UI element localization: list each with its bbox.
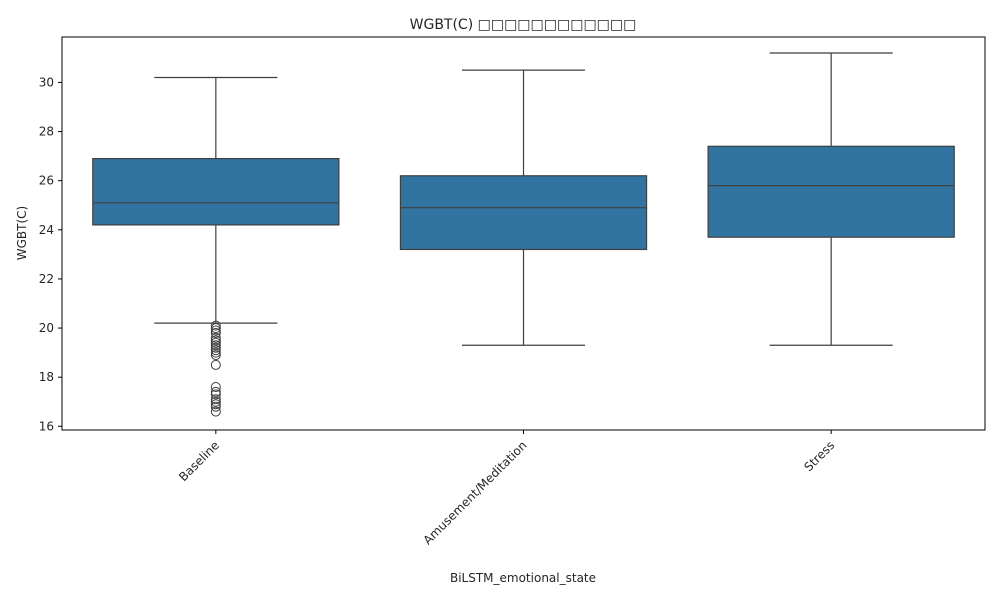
y-tick-label: 24 <box>39 223 54 237</box>
chart-title: WGBT(C) □□□□□□□□□□□□ <box>410 17 637 33</box>
outlier-point <box>210 327 221 338</box>
y-axis-label: WGBT(C) <box>15 206 29 260</box>
box-group-2 <box>707 52 955 346</box>
x-axis-label: BiLSTM_emotional_state <box>450 571 596 585</box>
y-tick-label: 22 <box>39 272 54 286</box>
outlier-point <box>210 320 221 331</box>
box-group-0 <box>92 76 340 417</box>
outlier-point <box>210 382 221 393</box>
outlier-point <box>210 389 221 400</box>
x-tick-label: Stress <box>801 438 837 474</box>
outlier-point <box>210 394 221 405</box>
outlier-point <box>210 359 221 370</box>
y-axis: 16 18 20 22 24 26 28 30 <box>39 75 62 433</box>
y-tick-label: 28 <box>39 125 54 139</box>
outlier-point <box>210 386 221 397</box>
y-tick-label: 30 <box>39 75 54 89</box>
outlier-point <box>210 335 221 346</box>
outlier-point <box>210 401 221 412</box>
y-tick-label: 16 <box>39 419 54 433</box>
plot-area <box>92 52 955 417</box>
outlier-point <box>210 325 221 336</box>
x-tick-label: Amusement/Meditation <box>421 438 530 547</box>
x-tick-label: Baseline <box>176 438 222 484</box>
outlier-point <box>210 345 221 356</box>
outlier-point <box>210 337 221 348</box>
outlier-point <box>210 399 221 410</box>
y-tick-label: 26 <box>39 174 54 188</box>
outlier-point <box>210 342 221 353</box>
outlier-point <box>210 350 221 361</box>
outlier-point <box>210 396 221 407</box>
y-tick-label: 20 <box>39 321 54 335</box>
outlier-point <box>210 332 221 343</box>
x-axis: Baseline Amusement/Meditation Stress <box>176 430 837 547</box>
y-tick-label: 18 <box>39 370 54 384</box>
iqr-box <box>707 145 955 238</box>
outlier-point <box>210 406 221 417</box>
outlier-point <box>210 347 221 358</box>
box-group-1 <box>399 69 648 346</box>
iqr-box <box>92 157 340 226</box>
iqr-box <box>399 175 648 251</box>
outlier-point <box>210 340 221 351</box>
outlier-point <box>210 323 221 334</box>
